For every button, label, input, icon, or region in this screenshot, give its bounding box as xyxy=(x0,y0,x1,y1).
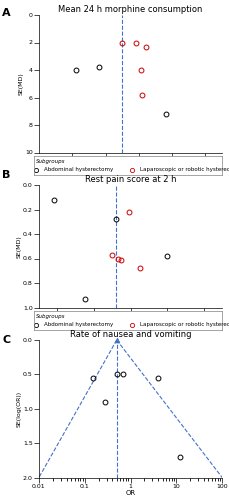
Text: B: B xyxy=(2,170,11,180)
Text: Laparoscopic or robotic hysterectomy: Laparoscopic or robotic hysterectomy xyxy=(139,322,229,327)
Text: Subgroups: Subgroups xyxy=(36,314,66,319)
Text: Laparoscopic or robotic hysterectomy: Laparoscopic or robotic hysterectomy xyxy=(139,167,229,172)
Y-axis label: SE(log(OR)): SE(log(OR)) xyxy=(16,390,22,427)
X-axis label: MD: MD xyxy=(125,320,136,326)
Text: A: A xyxy=(2,8,11,18)
X-axis label: OR: OR xyxy=(125,490,136,496)
Text: Abdominal hysterectomy: Abdominal hysterectomy xyxy=(44,322,113,327)
Text: Subgroups: Subgroups xyxy=(36,159,66,164)
Text: C: C xyxy=(2,335,10,345)
Text: Abdominal hysterectomy: Abdominal hysterectomy xyxy=(44,167,113,172)
Title: Mean 24 h morphine consumption: Mean 24 h morphine consumption xyxy=(58,5,203,14)
Title: Rate of nausea and vomiting: Rate of nausea and vomiting xyxy=(70,330,191,339)
Title: Rest pain score at 2 h: Rest pain score at 2 h xyxy=(85,175,176,184)
Y-axis label: SE(MD): SE(MD) xyxy=(16,235,22,258)
Y-axis label: SE(MD): SE(MD) xyxy=(19,72,24,95)
X-axis label: MD: MD xyxy=(125,165,136,171)
